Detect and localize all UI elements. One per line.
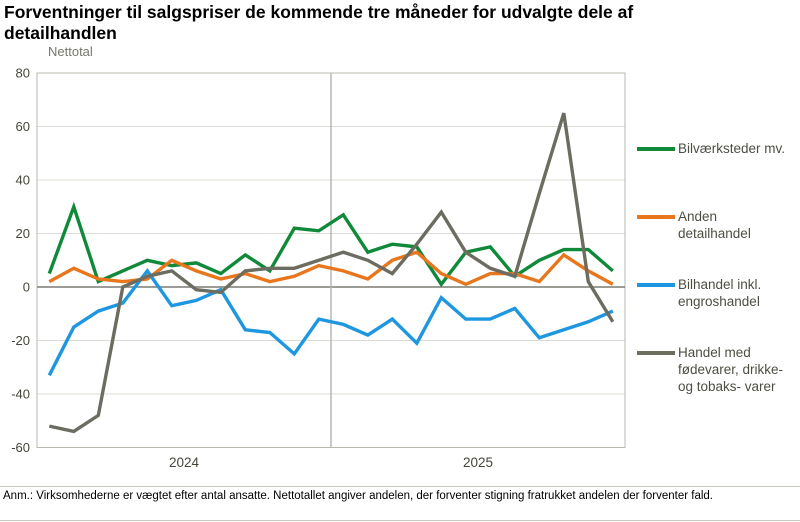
legend-item: Handel med fødevarer, drikke- og tobaks-… <box>637 344 793 395</box>
legend-swatch-green <box>637 147 675 151</box>
y-tick-label: -20 <box>11 333 30 348</box>
page-title: Forventninger til salgspriser de kommend… <box>4 2 634 44</box>
legend-label: Bilhandel inkl. engroshandel <box>678 277 762 309</box>
x-year-label: 2025 <box>463 455 493 470</box>
bottom-divider <box>0 520 800 521</box>
y-axis-unit-label: Nettotal <box>48 44 93 59</box>
legend-label: Handel med fødevarer, drikke- og tobaks-… <box>678 345 784 394</box>
legend-swatch-blue <box>637 283 675 287</box>
y-tick-label: -60 <box>11 440 30 455</box>
y-tick-label: 20 <box>16 226 30 241</box>
legend-swatch-orange <box>637 215 675 219</box>
y-tick-label: 40 <box>16 173 30 188</box>
y-tick-label: -40 <box>11 387 30 402</box>
y-tick-label: 80 <box>16 66 30 81</box>
legend-swatch-gray <box>637 351 675 355</box>
legend-label: Anden detailhandel <box>678 209 751 241</box>
footnote: Anm.: Virksomhederne er vægtet efter ant… <box>3 490 713 502</box>
legend-label: Bilværksteder mv. <box>678 141 786 156</box>
footnote-divider <box>0 486 800 487</box>
line-chart: 80 60 40 20 0 -20 -40 -60 2024 2025 <box>11 66 626 470</box>
legend-item: Anden detailhandel <box>637 208 793 242</box>
legend-item: Bilhandel inkl. engroshandel <box>637 276 793 310</box>
series-line <box>48 112 615 434</box>
legend-item: Bilværksteder mv. <box>637 140 793 157</box>
y-tick-label: 60 <box>16 119 30 134</box>
x-year-label: 2024 <box>169 455 200 470</box>
y-tick-label: 0 <box>23 280 30 295</box>
